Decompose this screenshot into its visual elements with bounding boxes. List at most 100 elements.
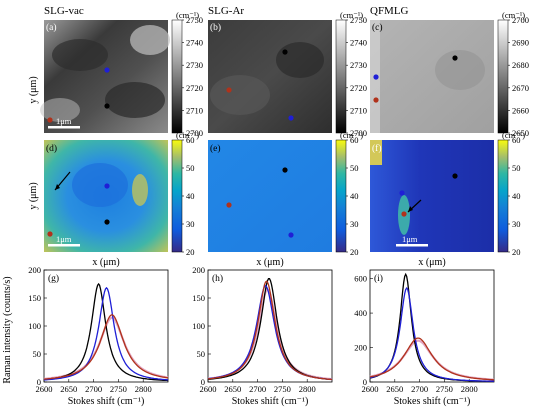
map-xlabel-a: x (μm) bbox=[92, 257, 119, 268]
colorbar-tick-label: 2720 bbox=[186, 83, 203, 93]
black-marker bbox=[282, 49, 288, 55]
brown-marker bbox=[47, 231, 53, 237]
spectra-ylabel: Raman intensity (counts/s) bbox=[2, 276, 13, 383]
colorbar-gradient bbox=[171, 19, 183, 134]
map-texture bbox=[276, 42, 324, 78]
colorbar-tick-label: 50 bbox=[512, 163, 521, 173]
map-xlabel-c: x (μm) bbox=[418, 257, 445, 268]
series-line-blue bbox=[43, 286, 168, 381]
arrow-head-icon bbox=[55, 184, 60, 190]
colorbar-gradient bbox=[497, 139, 509, 253]
x-tick-label: 2600 bbox=[36, 384, 53, 394]
colorbar-tick-label: 30 bbox=[186, 219, 195, 229]
scale-bar bbox=[48, 126, 80, 129]
colorbar-tick-label: 60 bbox=[350, 135, 359, 145]
blue-marker bbox=[399, 190, 405, 196]
series-line-brown bbox=[43, 314, 169, 380]
y-tick-label: 100 bbox=[192, 321, 205, 331]
map-image-f bbox=[370, 140, 494, 252]
colorbar-tick-label: 2750 bbox=[350, 15, 367, 25]
y-tick-label: 50 bbox=[197, 349, 206, 359]
brown-marker bbox=[401, 211, 407, 217]
colorbar-tick-label: 2700 bbox=[186, 128, 203, 138]
black-marker bbox=[452, 173, 458, 179]
colorbar-unit: (cm⁻¹) bbox=[176, 130, 199, 140]
brown-marker bbox=[226, 87, 232, 93]
colorbar-tick-label: 30 bbox=[350, 219, 359, 229]
x-tick-label: 2700 bbox=[249, 384, 266, 394]
spectrum-plot-i: 2600 2650 2700 2750 2800 0 200 400 600 (i) Stokes … bbox=[354, 269, 495, 407]
black-marker bbox=[452, 55, 458, 61]
colorbar-unit: (cm⁻¹) bbox=[340, 10, 363, 20]
colorbar-tick-label: 2710 bbox=[186, 105, 203, 115]
colorbar-tick-label: 2730 bbox=[350, 60, 367, 70]
x-tick-label: 2750 bbox=[436, 384, 453, 394]
colorbar-gradient bbox=[171, 139, 183, 253]
colorbar-tick-label: 2740 bbox=[350, 38, 367, 48]
colorbar-tick-label: 20 bbox=[186, 247, 195, 257]
colorbar-tick-label: 20 bbox=[512, 247, 521, 257]
y-tick-label: 150 bbox=[192, 293, 205, 303]
map-panel-e: (e) bbox=[208, 140, 332, 252]
panel-letter-f: (f) bbox=[372, 143, 382, 154]
map-texture bbox=[370, 140, 382, 165]
map-panel-c: (c) bbox=[370, 20, 494, 133]
scale-bar-label: 1μm bbox=[56, 116, 72, 126]
colorbar-tick-label: 2680 bbox=[512, 60, 529, 70]
panel-letter-d: (d) bbox=[46, 143, 57, 154]
colorbar-tick-label: 2650 bbox=[512, 128, 529, 138]
blue-marker bbox=[373, 74, 379, 80]
colorbar-tick-label: 2750 bbox=[186, 15, 203, 25]
x-axis-label: Stokes shift (cm⁻¹) bbox=[232, 396, 309, 407]
plot-frame bbox=[207, 269, 333, 383]
map-panel-f: (f) 1μm bbox=[370, 140, 494, 252]
colorbar-gradient bbox=[335, 139, 347, 253]
x-tick-label: 2650 bbox=[224, 384, 241, 394]
map-ylabel-top: y (μm) bbox=[28, 76, 39, 103]
x-tick-label: 2600 bbox=[362, 384, 379, 394]
sample-title-slg-vac: SLG-vac bbox=[44, 5, 84, 17]
x-tick-label: 2650 bbox=[386, 384, 403, 394]
panel-letter: (h) bbox=[212, 273, 223, 284]
map-texture bbox=[105, 82, 165, 118]
y-tick-label: 50 bbox=[33, 349, 42, 359]
colorbar-tick-label: 50 bbox=[350, 163, 359, 173]
map-image-b bbox=[208, 20, 332, 133]
colorbar-unit: (cm⁻¹) bbox=[340, 130, 363, 140]
blue-marker bbox=[104, 183, 110, 189]
x-axis-label: Stokes shift (cm⁻¹) bbox=[394, 396, 471, 407]
y-tick-label: 100 bbox=[28, 321, 41, 331]
black-marker bbox=[282, 167, 288, 173]
black-marker bbox=[104, 103, 110, 109]
spectra-plots: 2600 2650 2700 2750 2800 0 50 100 150 200 (g) Stoke… bbox=[28, 265, 495, 407]
scale-bar-label: 1μm bbox=[56, 234, 72, 244]
colorbar-tick-label: 60 bbox=[512, 135, 521, 145]
colorbar-tick-label: 2720 bbox=[350, 83, 367, 93]
colorbar-tick-label: 2660 bbox=[512, 105, 529, 115]
scale-bar-label: 1μm bbox=[402, 234, 418, 244]
colorbar-gradient bbox=[497, 19, 509, 134]
y-tick-label: 400 bbox=[354, 308, 367, 318]
colorbar-tick-label: 2710 bbox=[350, 105, 367, 115]
y-tick-label: 200 bbox=[192, 265, 205, 275]
panel-letter-b: (b) bbox=[210, 22, 221, 33]
blue-marker bbox=[288, 115, 294, 121]
colorbar-tick-label: 2690 bbox=[512, 38, 529, 48]
colorbar-tick-label: 2730 bbox=[186, 60, 203, 70]
x-tick-label: 2800 bbox=[135, 384, 152, 394]
brown-marker bbox=[47, 117, 53, 123]
colorbar-unit: (cm⁻¹) bbox=[176, 10, 199, 20]
series-line-brown bbox=[369, 337, 494, 381]
panel-letter: (i) bbox=[374, 273, 383, 284]
sample-title-slg-ar: SLG-Ar bbox=[208, 5, 244, 17]
x-tick-label: 2800 bbox=[299, 384, 316, 394]
colorbar-tick-label: 2700 bbox=[350, 128, 367, 138]
colorbar-tick-label: 30 bbox=[512, 219, 521, 229]
colorbar-tick-label: 40 bbox=[350, 191, 359, 201]
colorbar-unit: (cm⁻¹) bbox=[502, 10, 525, 20]
y-tick-label: 150 bbox=[28, 293, 41, 303]
colorbar-tick-label: 40 bbox=[186, 191, 195, 201]
y-tick-label: 200 bbox=[28, 265, 41, 275]
plot-frame bbox=[369, 269, 495, 383]
